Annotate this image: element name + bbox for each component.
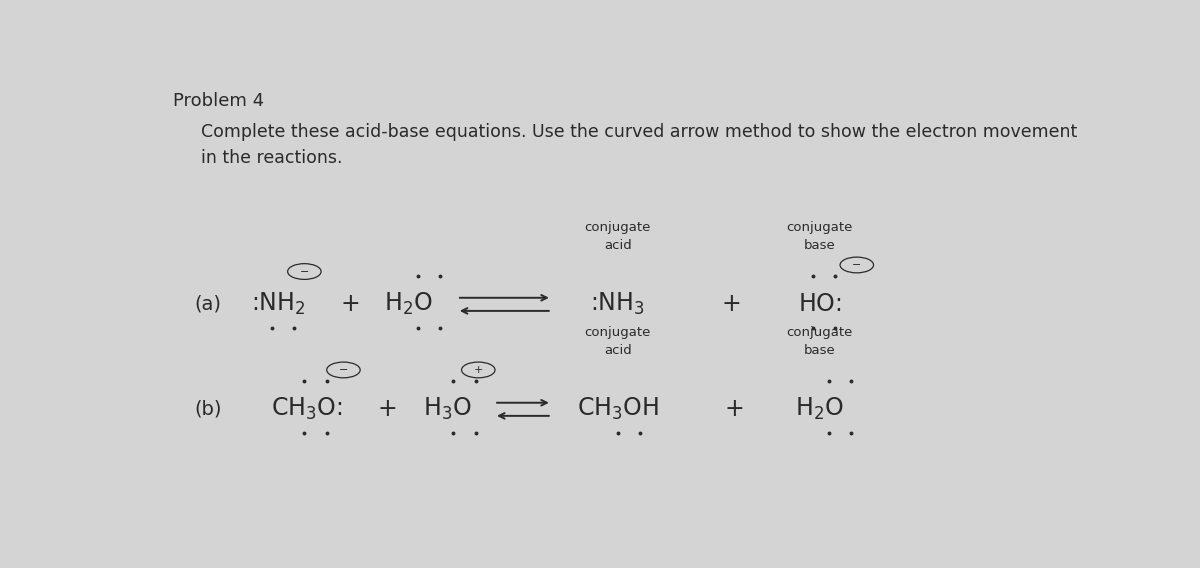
- Text: :$\mathregular{NH_2}$: :$\mathregular{NH_2}$: [251, 291, 306, 318]
- Text: base: base: [804, 344, 835, 357]
- Text: −: −: [300, 266, 310, 277]
- Text: +: +: [474, 365, 482, 375]
- Text: $\mathregular{HO}$:: $\mathregular{HO}$:: [798, 293, 841, 316]
- Text: −: −: [852, 260, 862, 270]
- Text: +: +: [377, 397, 397, 421]
- Text: $\mathregular{H_2O}$: $\mathregular{H_2O}$: [796, 396, 844, 423]
- Text: in the reactions.: in the reactions.: [202, 149, 343, 167]
- Text: +: +: [721, 293, 742, 316]
- Text: (b): (b): [194, 400, 222, 419]
- Text: :$\mathregular{NH_3}$: :$\mathregular{NH_3}$: [590, 291, 646, 318]
- Text: acid: acid: [604, 239, 631, 252]
- Text: −: −: [338, 365, 348, 375]
- Text: conjugate: conjugate: [786, 326, 853, 339]
- Text: +: +: [340, 293, 360, 316]
- Text: $\mathregular{H_3O}$: $\mathregular{H_3O}$: [424, 396, 472, 423]
- Text: conjugate: conjugate: [584, 222, 650, 234]
- Text: +: +: [724, 397, 744, 421]
- Text: conjugate: conjugate: [584, 326, 650, 339]
- Text: Complete these acid-base equations. Use the curved arrow method to show the elec: Complete these acid-base equations. Use …: [202, 123, 1078, 141]
- Text: (a): (a): [194, 295, 222, 314]
- Text: $\mathregular{CH_3OH}$: $\mathregular{CH_3OH}$: [577, 396, 659, 423]
- Text: $\mathregular{H_2O}$: $\mathregular{H_2O}$: [384, 291, 433, 318]
- Text: Problem 4: Problem 4: [173, 92, 264, 110]
- Text: conjugate: conjugate: [786, 222, 853, 234]
- Text: base: base: [804, 239, 835, 252]
- Text: $\mathregular{CH_3O}$:: $\mathregular{CH_3O}$:: [270, 396, 342, 423]
- Text: acid: acid: [604, 344, 631, 357]
